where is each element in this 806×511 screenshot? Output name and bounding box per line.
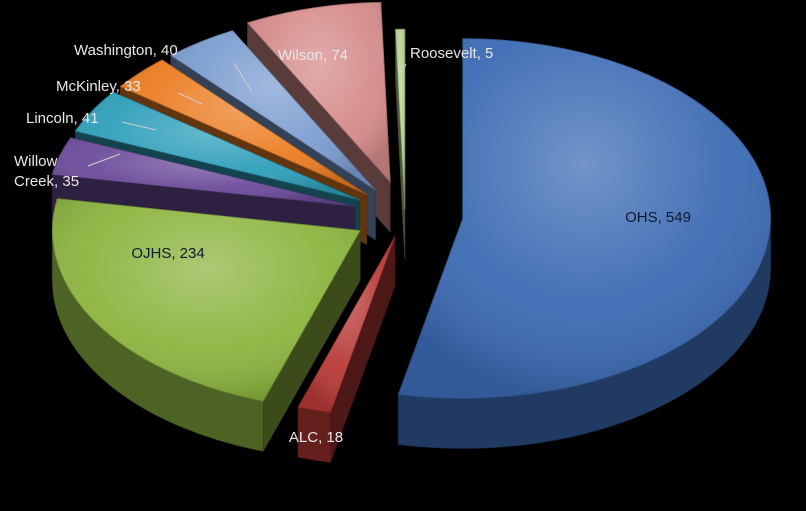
slice-sheen-ohs [398, 38, 771, 399]
slice-sheen-ojhs [52, 198, 361, 402]
data-label-line: Willow [14, 153, 57, 170]
leader-line-willow-creek [87, 153, 121, 167]
data-label-ojhs: OJHS, 234 [131, 245, 204, 262]
leader-line-washington [233, 62, 253, 93]
data-labels: OHS, 549 ALC, 18 OJHS, 234 Willow Creek, 35 L… [14, 42, 691, 446]
slice-sheen-lincoln [75, 92, 360, 200]
slice-sheen-willow-creek [52, 137, 356, 207]
data-label-line: Creek, 35 [14, 173, 79, 190]
slice-tops [51, 1, 772, 413]
slice-sheen-roosevelt [395, 29, 405, 210]
data-label-ohs: OHS, 549 [625, 209, 691, 226]
data-label-lincoln: Lincoln, 41 [26, 110, 99, 127]
leader-line-mckinley [177, 92, 203, 105]
data-label-roosevelt: Roosevelt, 5 [410, 45, 493, 62]
data-label-wilson: Wilson, 74 [278, 47, 348, 64]
leader-line-lincoln [121, 121, 157, 131]
slice-sheen-washington [170, 30, 376, 190]
data-label-washington: Washington, 40 [74, 42, 178, 59]
slice-sheen-mckinley [120, 59, 367, 195]
data-label-mckinley: McKinley, 33 [56, 78, 141, 95]
slice-sheen-alc [297, 236, 396, 413]
data-label-willow-creek: Willow Creek, 35 [14, 153, 79, 190]
data-label-alc: ALC, 18 [289, 429, 343, 446]
leader-line-roosevelt [401, 63, 407, 73]
leader-lines [87, 62, 407, 167]
slice-sheen-wilson [247, 2, 391, 183]
